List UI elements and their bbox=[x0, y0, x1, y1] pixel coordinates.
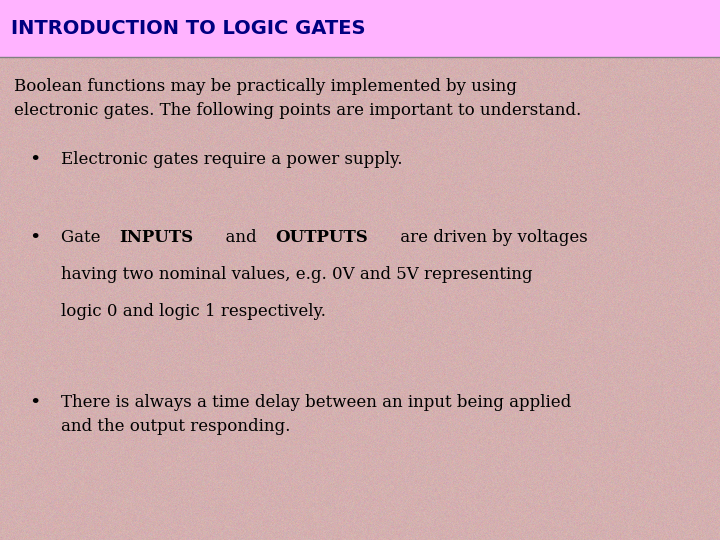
Text: •: • bbox=[29, 394, 40, 412]
Text: •: • bbox=[29, 230, 40, 247]
Text: Boolean functions may be practically implemented by using
electronic gates. The : Boolean functions may be practically imp… bbox=[14, 78, 582, 119]
Text: and: and bbox=[215, 230, 261, 246]
Text: having two nominal values, e.g. 0V and 5V representing: having two nominal values, e.g. 0V and 5… bbox=[61, 266, 533, 283]
Text: INTRODUCTION TO LOGIC GATES: INTRODUCTION TO LOGIC GATES bbox=[11, 19, 365, 38]
Text: are driven by voltages: are driven by voltages bbox=[395, 230, 588, 246]
Text: logic 0 and logic 1 respectively.: logic 0 and logic 1 respectively. bbox=[61, 303, 326, 320]
FancyBboxPatch shape bbox=[0, 0, 720, 57]
Text: •: • bbox=[29, 151, 40, 169]
Text: Electronic gates require a power supply.: Electronic gates require a power supply. bbox=[61, 151, 402, 168]
Text: Gate: Gate bbox=[61, 230, 106, 246]
Text: OUTPUTS: OUTPUTS bbox=[275, 230, 368, 246]
Text: INPUTS: INPUTS bbox=[119, 230, 193, 246]
Text: There is always a time delay between an input being applied
and the output respo: There is always a time delay between an … bbox=[61, 394, 572, 435]
